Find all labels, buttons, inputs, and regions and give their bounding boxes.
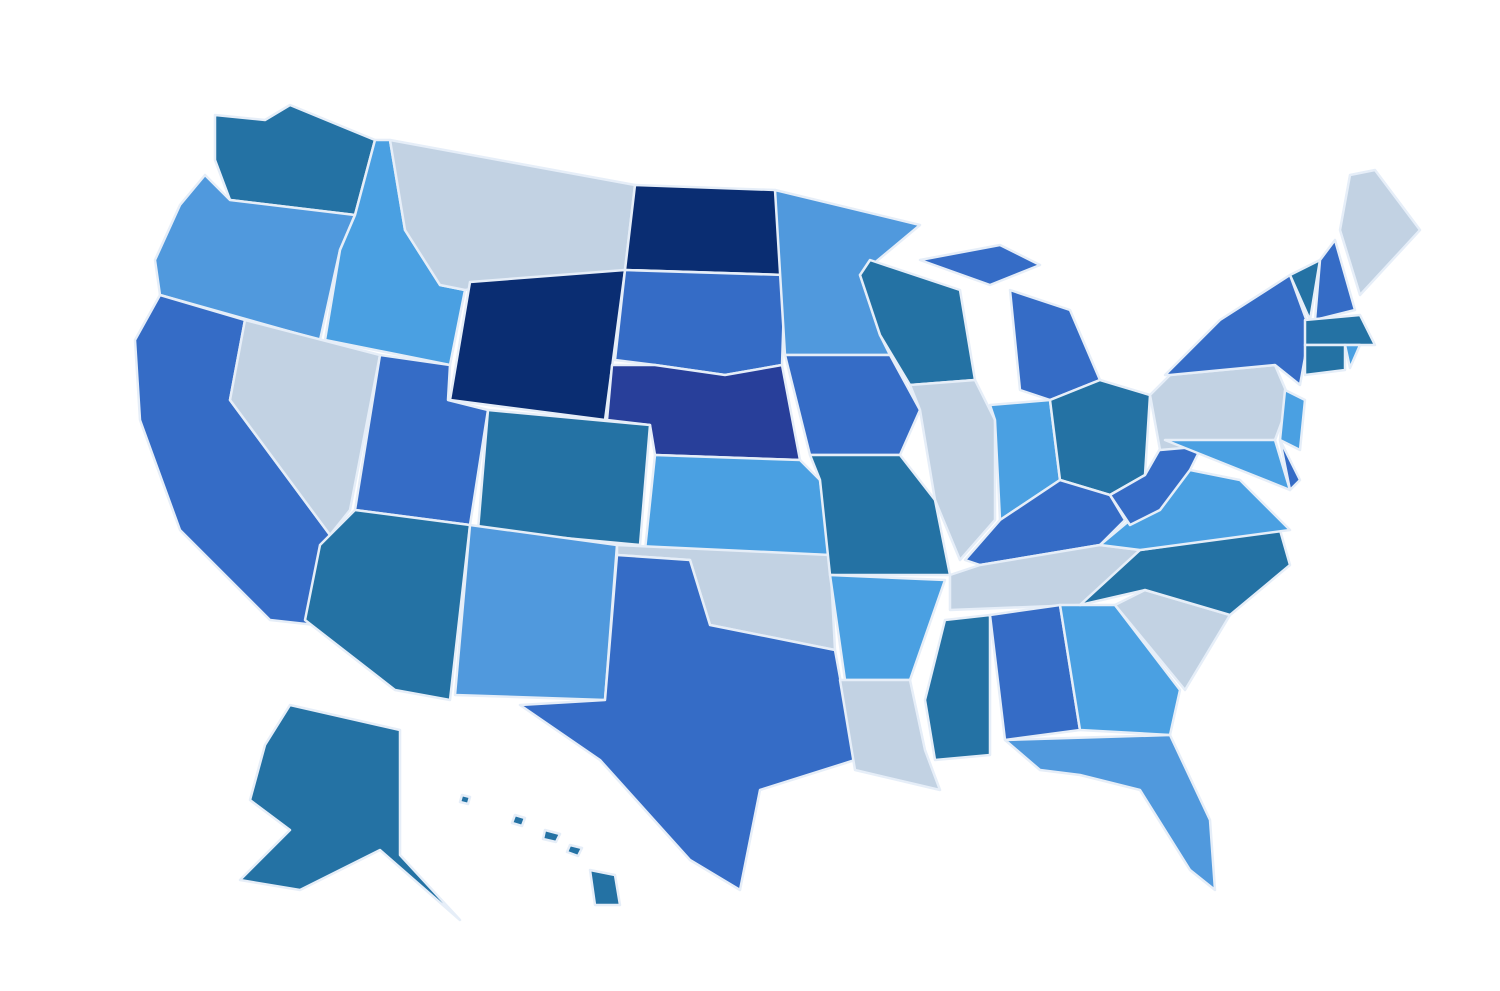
- state: [1288, 258, 1322, 322]
- state: [923, 613, 992, 762]
- state: [1148, 363, 1292, 452]
- state: [213, 103, 377, 217]
- state: [565, 843, 584, 858]
- state: [1048, 378, 1152, 497]
- state: [228, 318, 382, 537]
- state: [1338, 168, 1422, 297]
- state: [613, 268, 787, 377]
- state: [453, 523, 619, 702]
- state: [541, 828, 562, 844]
- state: [1303, 313, 1377, 347]
- state: [783, 353, 922, 457]
- state: [1313, 238, 1357, 322]
- state: [1003, 733, 1217, 892]
- state: [1278, 438, 1302, 492]
- state: [588, 868, 622, 907]
- state: [1343, 343, 1362, 370]
- state: [518, 553, 857, 892]
- state: [448, 268, 627, 422]
- state: [1058, 603, 1182, 737]
- state: [643, 453, 832, 557]
- state: [1108, 438, 1202, 527]
- state: [828, 573, 947, 682]
- state: [303, 508, 472, 702]
- state: [623, 183, 787, 277]
- state: [1303, 343, 1347, 377]
- state: [510, 813, 527, 828]
- state: [1163, 273, 1312, 387]
- state: [838, 678, 942, 792]
- state: [918, 243, 1042, 287]
- state: [1278, 388, 1307, 452]
- state: [808, 453, 952, 577]
- state: [458, 793, 472, 806]
- state: [476, 408, 652, 547]
- state: [1008, 288, 1102, 402]
- state: [238, 703, 462, 922]
- state: [908, 378, 997, 562]
